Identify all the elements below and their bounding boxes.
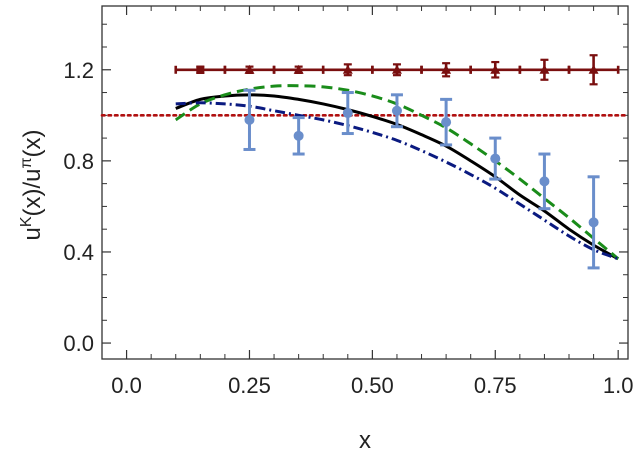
blue-data-point xyxy=(293,130,304,141)
y-axis-title-tail: (x) xyxy=(19,129,46,157)
red-data-point xyxy=(539,64,550,74)
blue-data-point xyxy=(441,117,452,128)
dashdot-navy-curve xyxy=(175,101,619,261)
x-tick-label: 0.25 xyxy=(228,373,271,398)
red-data-point xyxy=(490,64,501,74)
y-axis-title-mid: (x)/u xyxy=(19,169,46,217)
red-data-point xyxy=(441,64,452,74)
red-data-point xyxy=(244,64,255,74)
blue-data-point xyxy=(342,108,353,119)
x-tick-label: 0.50 xyxy=(351,373,394,398)
blue-data-point xyxy=(391,105,402,116)
y-tick-label: 1.2 xyxy=(63,58,94,83)
y-tick-label: 0.8 xyxy=(63,149,94,174)
y-tick-label: 0.4 xyxy=(63,240,94,265)
y-tick-label: 0.0 xyxy=(63,331,94,356)
red-points-group xyxy=(174,54,620,86)
blue-data-point xyxy=(539,176,550,187)
x-tick-label: 1.0 xyxy=(603,373,634,398)
y-axis-title-base: u xyxy=(19,227,46,240)
y-axis: 0.0 0.4 0.8 1.2 xyxy=(63,23,628,356)
red-data-point xyxy=(391,64,402,74)
x-axis: 0.0 0.25 0.50 0.75 1.0 xyxy=(111,6,633,398)
x-axis-title: x xyxy=(359,427,371,454)
y-axis-title-sup1: K xyxy=(18,216,35,227)
x-tick-label: 0.75 xyxy=(474,373,517,398)
red-data-point xyxy=(588,64,599,74)
blue-data-point xyxy=(490,153,501,164)
blue-points-group xyxy=(243,88,600,270)
y-axis-title-sup2: π xyxy=(18,157,35,168)
red-data-point xyxy=(342,64,353,74)
blue-data-point xyxy=(244,114,255,125)
red-data-point xyxy=(196,65,205,74)
blue-data-point xyxy=(588,217,599,228)
plot-frame xyxy=(101,5,629,360)
y-axis-title: uK(x)/uπ(x) xyxy=(18,129,46,240)
x-tick-label: 0.0 xyxy=(111,373,142,398)
red-data-point xyxy=(293,64,304,74)
